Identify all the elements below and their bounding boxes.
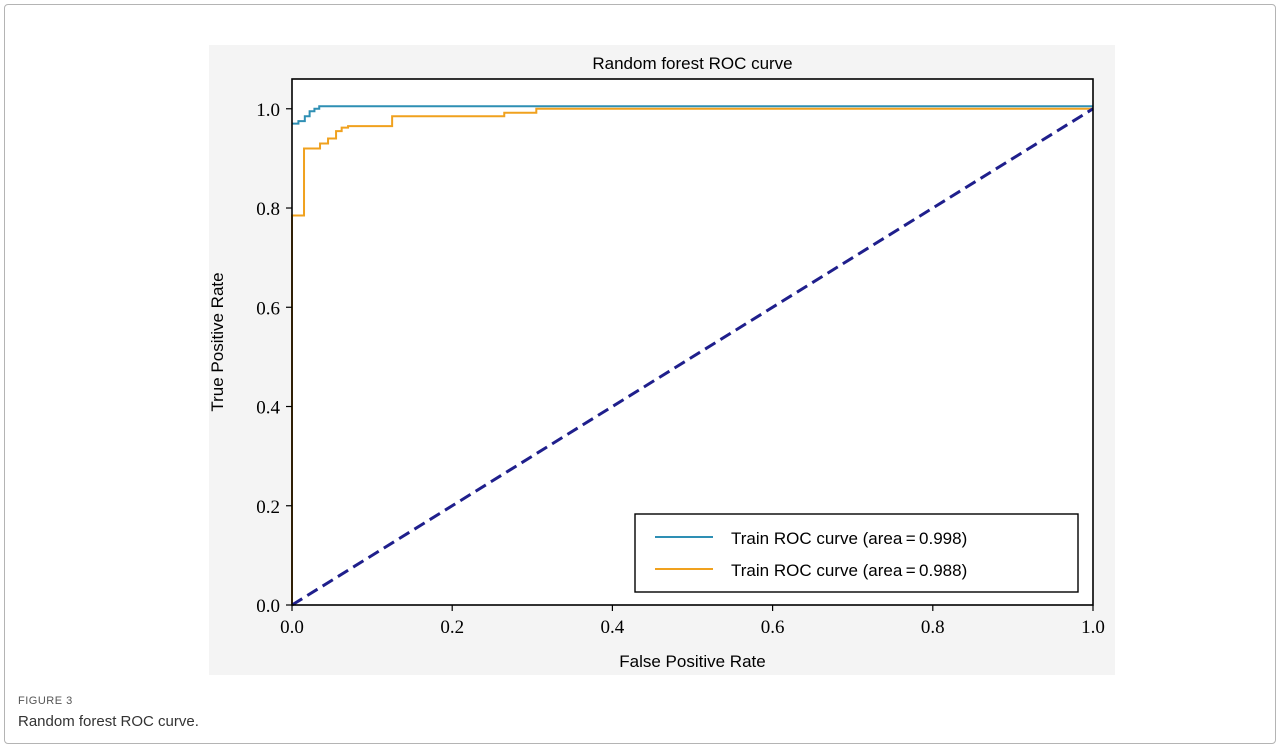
figure-panel: 0.0 0.2 0.4 0.6 0.8 1.0 0.0 0.2 0.4 0.6 0.8 1.0 Rand… [4, 4, 1276, 744]
y-tick-label: 0.8 [256, 199, 280, 220]
x-tick-label: 0.4 [601, 617, 625, 638]
legend-box [634, 513, 1079, 593]
y-tick-label: 1.0 [256, 100, 280, 121]
figure-caption: Random forest ROC curve. [18, 713, 199, 730]
figure-label: FIGURE 3 [18, 695, 73, 707]
x-tick-label: 1.0 [1081, 617, 1105, 638]
roc-chart: 0.0 0.2 0.4 0.6 0.8 1.0 0.0 0.2 0.4 0.6 0.8 1.0 Rand… [209, 54, 1105, 671]
y-tick-label: 0.4 [256, 398, 280, 419]
legend-label-2: Train ROC curve (area = 0.988) [731, 561, 967, 580]
chance-diagonal-line [291, 107, 1094, 607]
x-tick-label: 0.8 [921, 617, 945, 638]
x-tick-label: 0.6 [761, 617, 785, 638]
plot-frame [291, 78, 1094, 606]
x-axis-label: False Positive Rate [619, 652, 765, 671]
x-tick-label: 0.0 [280, 617, 304, 638]
legend-label-1: Train ROC curve (area = 0.998) [731, 529, 967, 548]
chart-figure: 0.0 0.2 0.4 0.6 0.8 1.0 0.0 0.2 0.4 0.6 0.8 1.0 Rand… [209, 45, 1115, 675]
series-line-2 [291, 107, 1093, 605]
y-tick-label: 0.6 [256, 298, 280, 319]
chart-title: Random forest ROC curve [592, 54, 792, 73]
y-tick-label: 0.0 [256, 596, 280, 617]
series-line-1 [292, 105, 1093, 125]
y-tick-label: 0.2 [256, 497, 280, 518]
x-tick-label: 0.2 [440, 617, 464, 638]
y-axis-label: True Positive Rate [209, 272, 227, 411]
